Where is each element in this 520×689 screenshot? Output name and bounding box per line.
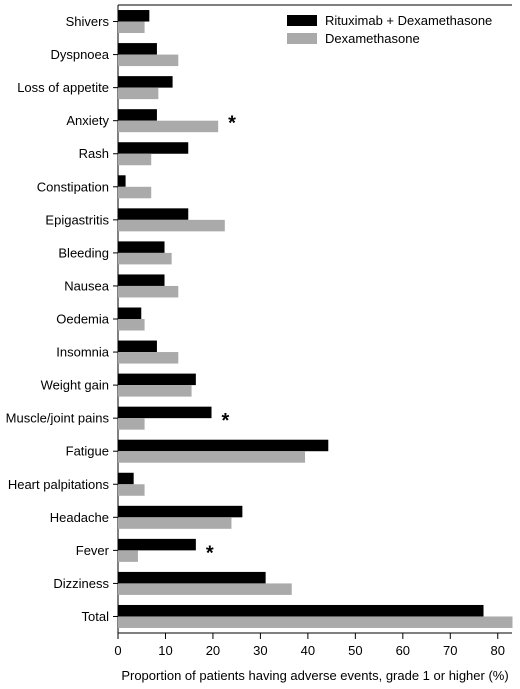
legend-swatch-dexamethasone [287, 33, 317, 44]
bar-rituximab-dexamethasone-oedemia [118, 307, 142, 319]
bar-dexamethasone-insomnia [118, 352, 179, 364]
x-tick-label: 50 [348, 643, 362, 658]
category-label-muscle-joint-pains: Muscle/joint pains [6, 411, 110, 426]
legend: Rituximab + Dexamethasone Dexamethasone [287, 13, 492, 46]
bar-rituximab-dexamethasone-heart-palpitations [118, 472, 134, 485]
x-tick-label: 60 [396, 643, 410, 658]
x-tick-label: 20 [206, 643, 220, 658]
bar-dexamethasone-weight-gain [118, 385, 192, 397]
significance-marker-muscle-joint-pains: * [222, 410, 230, 432]
bar-dexamethasone-loss-of-appetite [118, 87, 159, 100]
bar-dexamethasone-fever [118, 550, 138, 562]
category-label-bleeding: Bleeding [58, 245, 109, 260]
category-label-headache: Headache [50, 510, 109, 525]
bar-dexamethasone-muscle-joint-pains [118, 418, 145, 430]
x-tick-label: 10 [158, 643, 172, 658]
bar-dexamethasone-dizziness [118, 583, 292, 595]
category-label-fever: Fever [76, 543, 110, 558]
x-tick-label: 40 [301, 643, 315, 658]
category-label-weight-gain: Weight gain [41, 378, 109, 393]
category-label-rash: Rash [79, 146, 109, 161]
category-label-oedemia: Oedemia [56, 312, 110, 327]
bar-rituximab-dexamethasone-fatigue [118, 439, 329, 452]
bar-dexamethasone-oedemia [118, 319, 145, 331]
bar-rituximab-dexamethasone-anxiety [118, 109, 157, 121]
significance-marker-anxiety: * [228, 113, 236, 135]
x-tick-label: 30 [253, 643, 267, 658]
bar-rituximab-dexamethasone-loss-of-appetite [118, 76, 173, 88]
bar-dexamethasone-epigastritis [118, 219, 225, 232]
x-tick-label: 0 [114, 643, 121, 658]
legend-label-rituximab: Rituximab + Dexamethasone [325, 13, 492, 28]
legend-label-dexamethasone: Dexamethasone [325, 31, 420, 46]
bar-rituximab-dexamethasone-headache [118, 505, 243, 518]
category-label-dizziness: Dizziness [53, 576, 109, 591]
bar-dexamethasone-heart-palpitations [118, 484, 145, 496]
x-tick-label: 70 [443, 643, 457, 658]
bar-dexamethasone-fatigue [118, 451, 306, 463]
bar-dexamethasone-dyspnoea [118, 54, 179, 67]
category-label-epigastritis: Epigastritis [45, 212, 109, 227]
category-label-heart-palpitations: Heart palpitations [8, 477, 110, 492]
bar-dexamethasone-constipation [118, 186, 152, 199]
bar-rituximab-dexamethasone-dizziness [118, 571, 266, 584]
bar-rituximab-dexamethasone-total [118, 604, 484, 617]
category-label-fatigue: Fatigue [66, 444, 109, 459]
bar-rituximab-dexamethasone-dyspnoea [118, 43, 157, 55]
bar-rituximab-dexamethasone-shivers [118, 10, 150, 22]
bar-dexamethasone-bleeding [118, 252, 172, 265]
x-axis-title: Proportion of patients having adverse ev… [121, 668, 508, 683]
bar-rituximab-dexamethasone-constipation [118, 175, 126, 187]
category-label-loss-of-appetite: Loss of appetite [17, 80, 109, 95]
significance-marker-fever: * [206, 542, 214, 564]
bar-rituximab-dexamethasone-muscle-joint-pains [118, 406, 212, 419]
bar-rituximab-dexamethasone-nausea [118, 274, 165, 286]
bar-dexamethasone-shivers [118, 21, 145, 34]
bar-dexamethasone-rash [118, 153, 152, 166]
bar-rituximab-dexamethasone-rash [118, 142, 189, 154]
category-label-shivers: Shivers [66, 14, 110, 29]
x-tick-label: 80 [491, 643, 505, 658]
bar-rituximab-dexamethasone-weight-gain [118, 373, 196, 386]
legend-swatch-rituximab [287, 15, 317, 26]
bar-rituximab-dexamethasone-epigastritis [118, 208, 189, 220]
category-label-dyspnoea: Dyspnoea [50, 47, 109, 62]
bar-dexamethasone-anxiety [118, 120, 219, 133]
category-label-constipation: Constipation [37, 179, 109, 194]
category-label-anxiety: Anxiety [66, 113, 109, 128]
category-label-nausea: Nausea [64, 278, 110, 293]
category-label-insomnia: Insomnia [56, 345, 110, 360]
bar-dexamethasone-total [118, 616, 513, 628]
category-label-total: Total [82, 609, 110, 624]
bar-dexamethasone-headache [118, 517, 232, 529]
bar-rituximab-dexamethasone-fever [118, 538, 196, 551]
bar-rituximab-dexamethasone-insomnia [118, 340, 157, 353]
plot-area: Shivers Dyspnoea Loss of appetite Anxiety Ra… [6, 4, 513, 658]
bar-rituximab-dexamethasone-bleeding [118, 241, 165, 253]
bar-dexamethasone-nausea [118, 285, 179, 298]
